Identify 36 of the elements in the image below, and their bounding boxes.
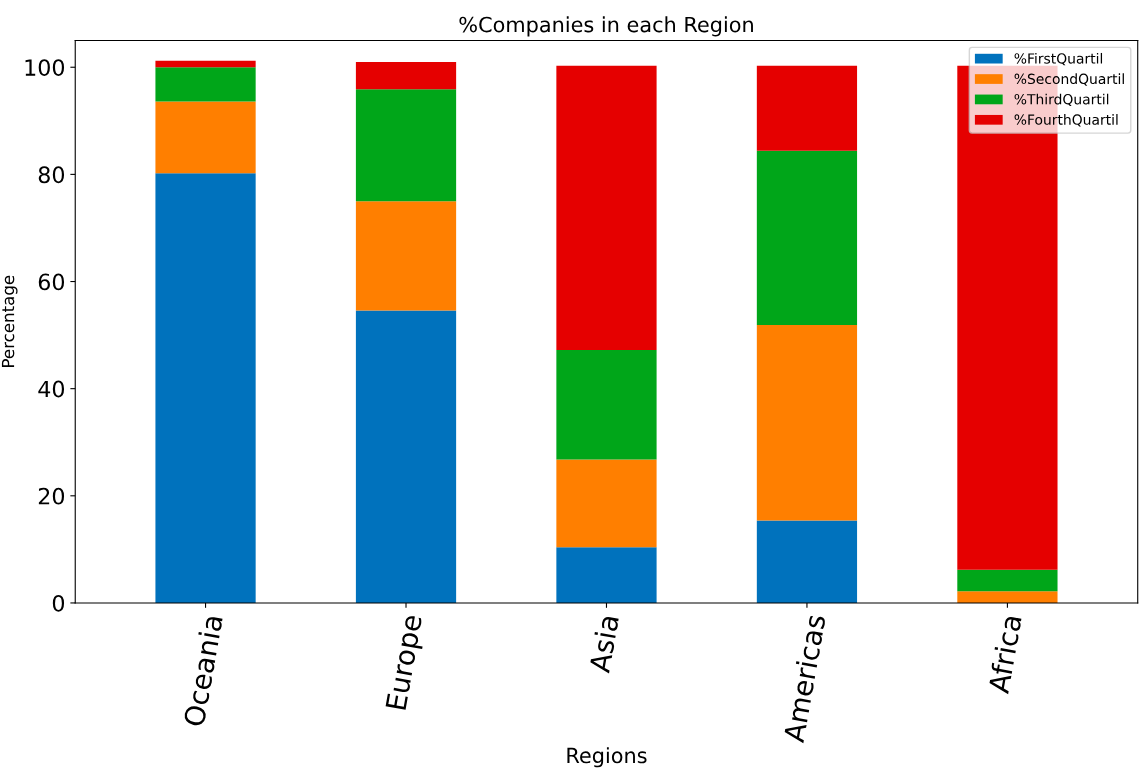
- bar: [155, 101, 256, 174]
- legend-label: %SecondQuartil: [1014, 73, 1124, 86]
- x-tick-label: Africa: [987, 615, 1022, 695]
- bar: [355, 89, 457, 202]
- bar: [155, 173, 256, 603]
- bar: [355, 201, 457, 311]
- y-tick-label: 100: [25, 59, 65, 76]
- bar: [556, 547, 657, 603]
- bar: [155, 67, 256, 102]
- bar: [355, 310, 457, 603]
- chart-title: %Companies in each Region: [459, 16, 753, 37]
- y-tick-label: 60: [38, 273, 65, 291]
- legend-label: %ThirdQuartil: [1014, 93, 1109, 107]
- y-axis-title: Percentage: [1, 275, 18, 367]
- legend-label: %FourthQuartil: [1014, 114, 1118, 127]
- bar: [957, 569, 1058, 592]
- x-tick-label: Oceania: [182, 615, 223, 727]
- x-axis-title: Regions: [567, 747, 647, 768]
- x-tick-label: Asia: [588, 615, 620, 674]
- bar: [556, 65, 657, 351]
- bar: [355, 61, 457, 90]
- bar: [556, 350, 657, 460]
- x-tick-label: Europe: [385, 614, 428, 711]
- bar: [957, 591, 1058, 603]
- bar: [756, 324, 858, 521]
- y-tick-label: 40: [38, 380, 65, 398]
- y-tick-label: 20: [38, 487, 65, 505]
- bar: [756, 150, 858, 325]
- y-tick-label: 0: [52, 594, 65, 612]
- bar: [756, 65, 858, 151]
- legend-label: %FirstQuartil: [1014, 52, 1103, 66]
- bar: [756, 520, 858, 603]
- bar: [155, 60, 256, 68]
- x-tick-label: Americas: [782, 614, 826, 744]
- bar: [556, 459, 657, 548]
- y-tick-label: 80: [38, 166, 65, 184]
